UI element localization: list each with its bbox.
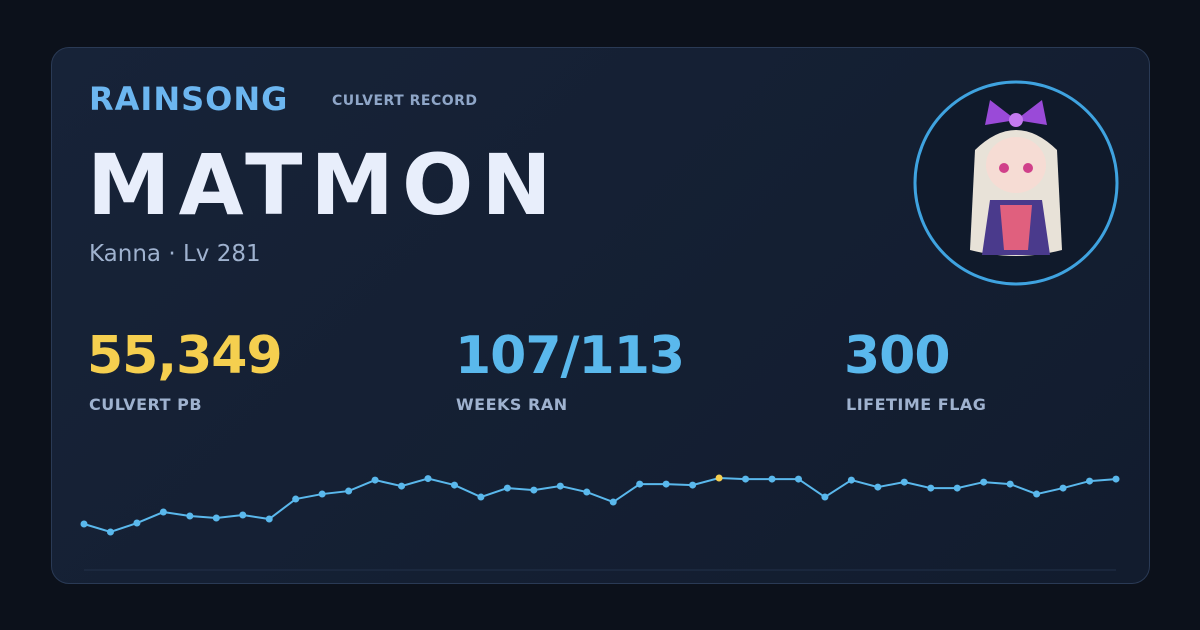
point	[556, 482, 564, 490]
point	[503, 484, 511, 492]
point	[345, 487, 353, 495]
point	[398, 482, 406, 490]
character-name: MATMON	[87, 136, 560, 234]
point	[662, 480, 670, 488]
point	[212, 514, 220, 522]
point	[821, 493, 829, 501]
point	[1033, 490, 1041, 498]
point	[1112, 475, 1120, 483]
point	[980, 478, 988, 486]
point	[583, 488, 591, 496]
stat-label: WEEKS RAN	[456, 395, 568, 414]
brand: RAINSONG	[89, 80, 289, 118]
point	[927, 484, 935, 492]
point	[477, 493, 485, 501]
point	[1006, 480, 1014, 488]
point	[953, 484, 961, 492]
stat-value: 107/113	[455, 326, 685, 386]
point	[847, 476, 855, 484]
point	[874, 483, 882, 491]
point	[80, 520, 88, 528]
sparkline	[83, 476, 1117, 534]
point	[636, 480, 644, 488]
point	[133, 519, 141, 527]
point	[742, 475, 750, 483]
best-point	[715, 474, 723, 482]
point	[689, 481, 697, 489]
point	[609, 498, 617, 506]
point	[371, 476, 379, 484]
point	[265, 515, 273, 523]
point	[900, 478, 908, 486]
stat-label: LIFETIME FLAG	[846, 395, 987, 414]
stat-label: CULVERT PB	[89, 395, 203, 414]
point	[239, 511, 247, 519]
class-level: Kanna · Lv 281	[89, 241, 261, 267]
point	[106, 528, 114, 536]
point	[450, 481, 458, 489]
point	[159, 508, 167, 516]
point	[424, 475, 432, 483]
avatar	[913, 80, 1119, 286]
stat-value: 300	[844, 326, 951, 386]
point	[1086, 477, 1094, 485]
point	[530, 486, 538, 494]
point	[292, 495, 300, 503]
stat-value: 55,349	[87, 326, 283, 386]
point	[768, 475, 776, 483]
point	[186, 512, 194, 520]
subtitle: CULVERT RECORD	[332, 93, 478, 109]
point	[318, 490, 326, 498]
point	[794, 475, 802, 483]
point	[1059, 484, 1067, 492]
